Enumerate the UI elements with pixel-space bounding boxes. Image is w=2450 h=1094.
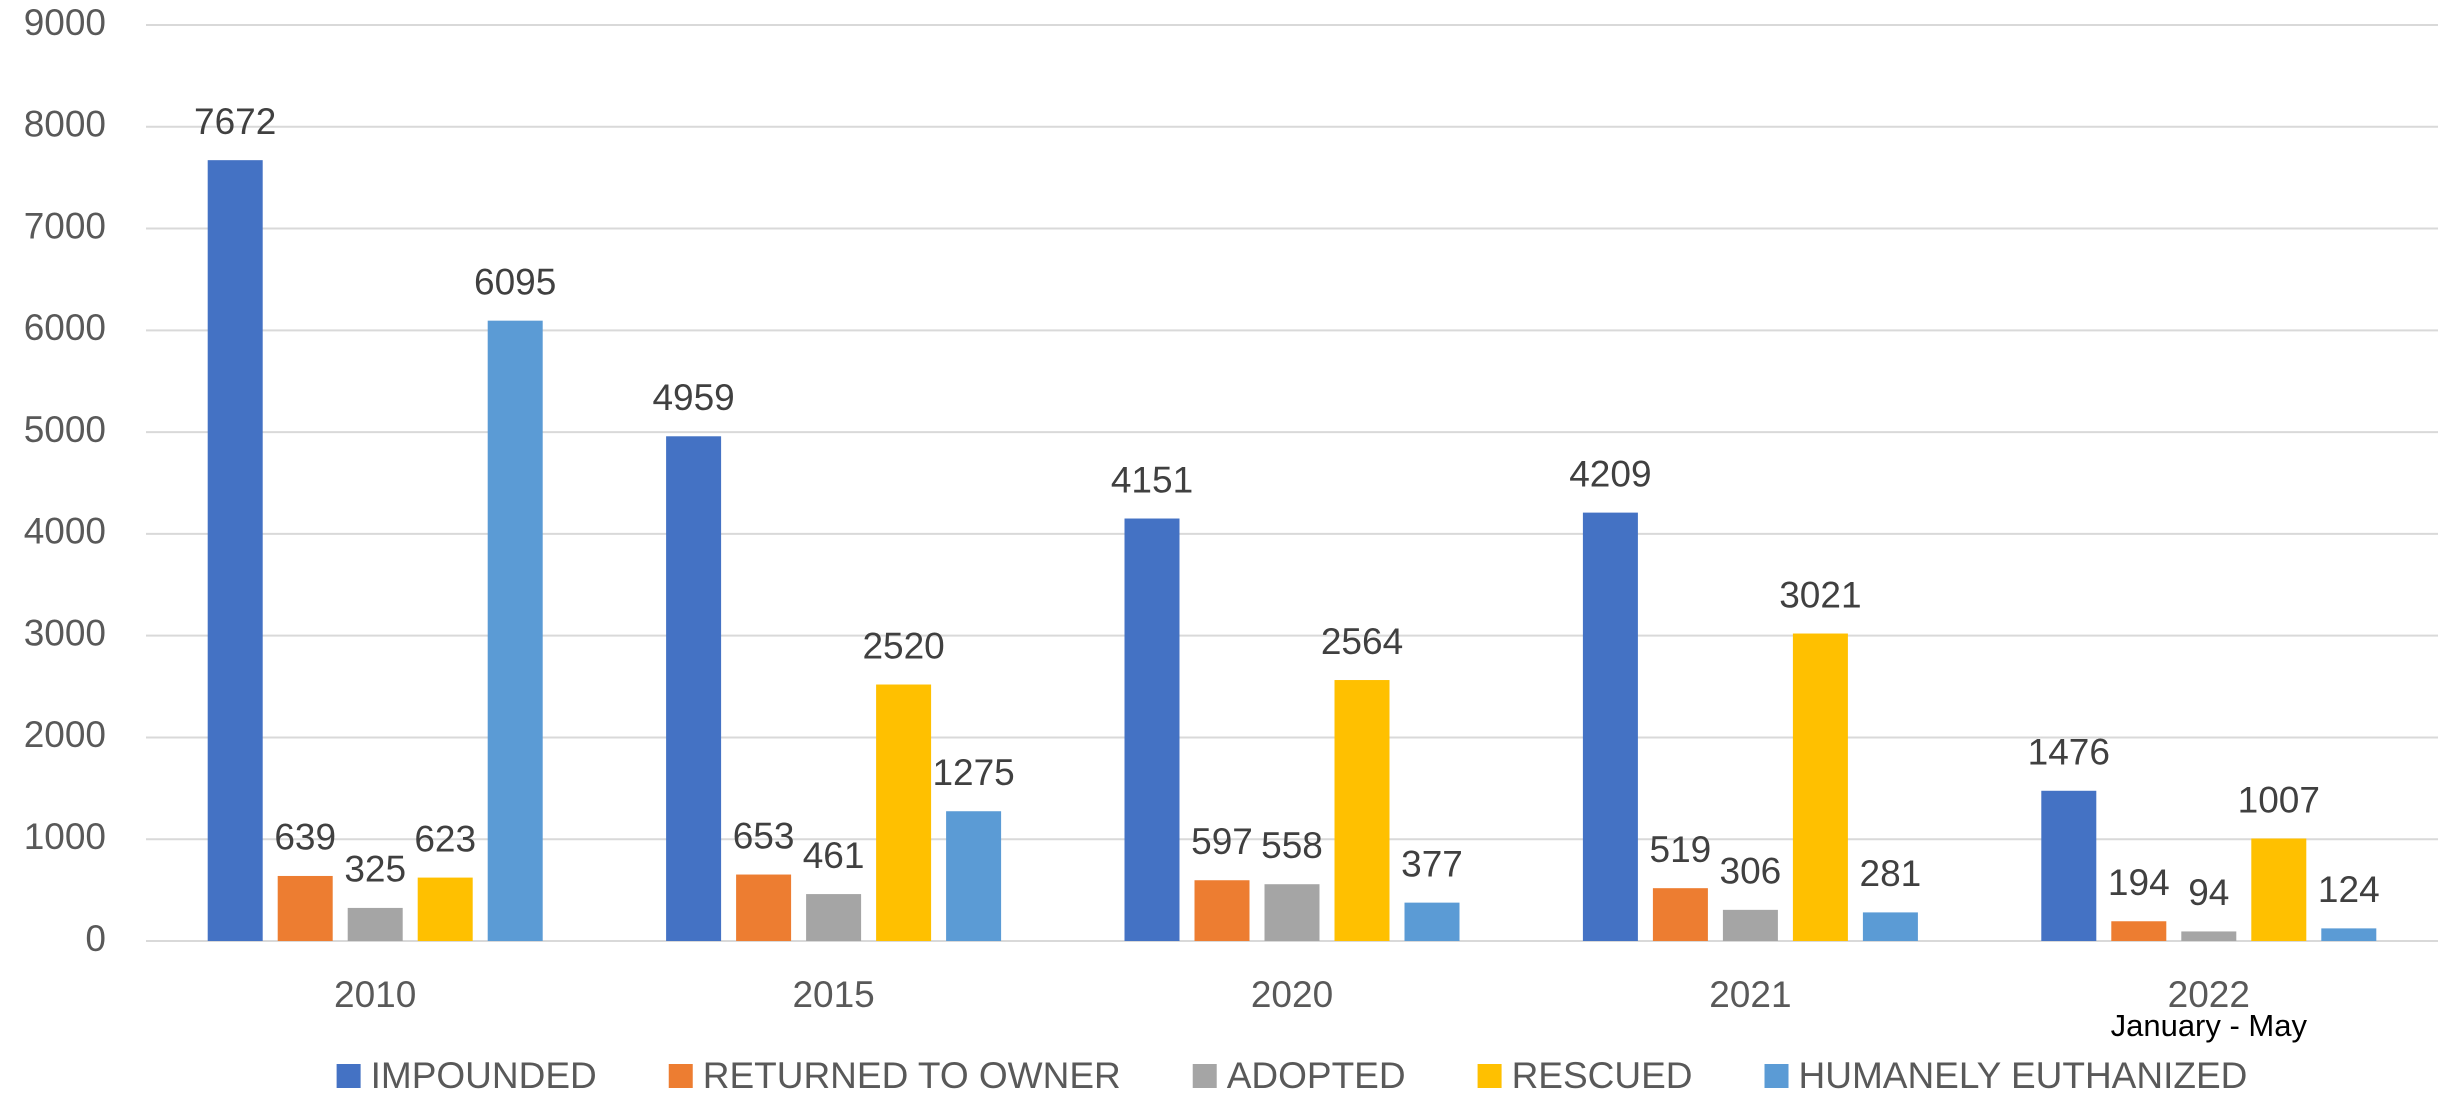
bar xyxy=(2181,931,2237,941)
data-label: 325 xyxy=(344,849,406,890)
bar xyxy=(417,877,473,941)
bar xyxy=(1194,880,1250,941)
y-tick-label: 7000 xyxy=(24,205,106,246)
legend-swatch xyxy=(668,1064,693,1088)
bar xyxy=(207,160,263,941)
x-tick-label: 2010 xyxy=(334,974,416,1015)
bar xyxy=(806,894,862,941)
data-label: 558 xyxy=(1261,825,1323,866)
data-label: 7672 xyxy=(194,101,276,142)
bar xyxy=(666,436,722,941)
data-label: 306 xyxy=(1720,851,1782,892)
legend-label: HUMANELY EUTHANIZED xyxy=(1799,1055,2248,1094)
legend-label: IMPOUNDED xyxy=(371,1055,597,1094)
bar xyxy=(2111,921,2167,941)
data-label: 519 xyxy=(1650,829,1712,870)
bar xyxy=(487,320,543,942)
data-label: 1007 xyxy=(2238,779,2320,820)
data-label: 653 xyxy=(733,815,795,856)
bar xyxy=(1792,633,1848,941)
data-label: 597 xyxy=(1191,821,1253,862)
data-label: 461 xyxy=(803,835,865,876)
bar xyxy=(1652,888,1708,941)
bar xyxy=(1404,902,1460,941)
bar xyxy=(1582,512,1638,941)
legend-swatch xyxy=(1764,1064,1789,1088)
data-label: 377 xyxy=(1401,843,1463,884)
data-label: 194 xyxy=(2108,862,2170,903)
bar xyxy=(277,875,333,941)
data-label: 6095 xyxy=(474,261,556,302)
y-tick-label: 9000 xyxy=(24,2,106,43)
data-label: 124 xyxy=(2318,869,2380,910)
data-label: 4209 xyxy=(1569,453,1651,494)
bar xyxy=(1722,909,1778,941)
bar xyxy=(946,811,1002,941)
legend-swatch xyxy=(1192,1064,1217,1088)
data-label: 1476 xyxy=(2028,732,2110,773)
bar xyxy=(347,907,403,941)
bar xyxy=(876,684,932,941)
data-label: 2564 xyxy=(1321,621,1403,662)
annotation: January - May xyxy=(2111,1008,2308,1043)
bar xyxy=(2251,838,2307,941)
y-tick-label: 5000 xyxy=(24,409,106,450)
y-tick-label: 8000 xyxy=(24,104,106,145)
x-tick-label: 2015 xyxy=(792,974,874,1015)
y-tick-label: 6000 xyxy=(24,307,106,348)
bar xyxy=(1264,884,1320,941)
y-tick-label: 4000 xyxy=(24,511,106,552)
y-tick-label: 0 xyxy=(85,918,106,959)
data-label: 2520 xyxy=(862,625,944,666)
bar xyxy=(1862,912,1918,941)
data-label: 94 xyxy=(2188,872,2229,913)
y-tick-label: 3000 xyxy=(24,612,106,653)
data-label: 639 xyxy=(274,817,336,858)
legend-swatch xyxy=(1477,1064,1502,1088)
legend-label: RETURNED TO OWNER xyxy=(703,1055,1121,1094)
bar xyxy=(2041,790,2097,941)
data-label: 3021 xyxy=(1779,574,1861,615)
legend-label: ADOPTED xyxy=(1227,1055,1406,1094)
data-label: 1275 xyxy=(932,752,1014,793)
data-label: 623 xyxy=(414,818,476,859)
legend-swatch xyxy=(336,1064,361,1088)
x-tick-label: 2020 xyxy=(1251,974,1333,1015)
legend-label: RESCUED xyxy=(1512,1055,1693,1094)
x-tick-label: 2022 xyxy=(2168,974,2250,1015)
data-label: 4151 xyxy=(1111,459,1193,500)
bar xyxy=(2321,928,2377,941)
y-tick-label: 2000 xyxy=(24,714,106,755)
data-label: 281 xyxy=(1860,853,1922,894)
data-label: 4959 xyxy=(652,377,734,418)
y-tick-label: 1000 xyxy=(24,816,106,857)
bar xyxy=(736,874,792,941)
bar xyxy=(1124,518,1180,941)
bar xyxy=(1334,680,1390,941)
x-tick-label: 2021 xyxy=(1709,974,1791,1015)
